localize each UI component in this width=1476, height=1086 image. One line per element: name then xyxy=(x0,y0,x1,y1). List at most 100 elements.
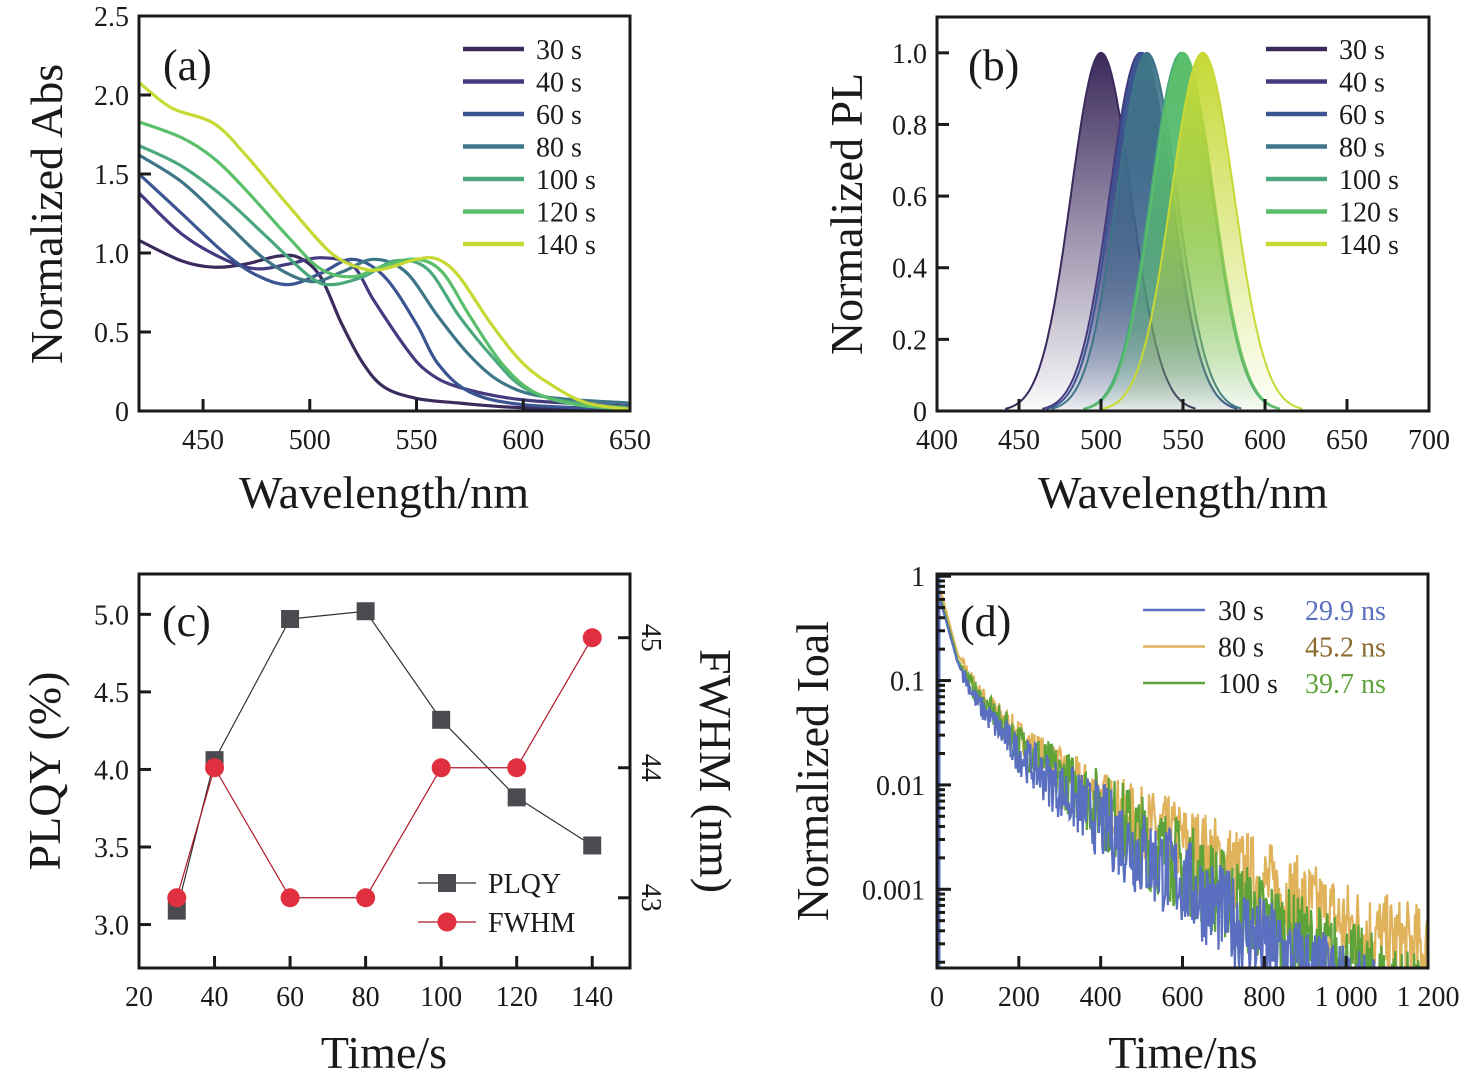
x-tick-label: 400 xyxy=(916,425,958,456)
y-tick-label-left: 3.0 xyxy=(94,911,129,942)
y-tick-label: 1.0 xyxy=(94,239,129,270)
x-tick-label: 550 xyxy=(1162,425,1204,456)
pl-fill-140s xyxy=(1102,52,1303,412)
panel-d-legend: 30 s 29.9 ns 80 s 45.2 ns 100 s 39.7 ns xyxy=(1143,596,1386,700)
legend-swatch-plqy-marker xyxy=(438,874,456,892)
x-tick-label: 400 xyxy=(1080,982,1122,1013)
legend-label: 40 s xyxy=(536,68,582,99)
x-tick-label: 650 xyxy=(1326,425,1368,456)
series-line-120s xyxy=(139,120,630,411)
legend-label: 120 s xyxy=(536,198,596,229)
panel-b-label: (b) xyxy=(968,41,1019,90)
panel-d-xlabel: Time/ns xyxy=(1108,1027,1257,1078)
y-tick-label: 0.4 xyxy=(892,254,927,285)
panel-d-plot-area xyxy=(938,576,1428,968)
fwhm-marker xyxy=(507,758,527,778)
fwhm-marker xyxy=(167,888,187,908)
panel-b-plot-area xyxy=(1004,51,1303,412)
x-tick-label: 1 000 xyxy=(1315,982,1378,1013)
legend-lifetime: 45.2 ns xyxy=(1305,633,1386,664)
panel-c-plot-area xyxy=(167,602,602,920)
y-tick-label: 0.01 xyxy=(876,771,925,802)
legend-swatch-fwhm-marker xyxy=(437,912,457,932)
panel-d-axes: 0 200 400 600 800 1 000 1 200 1 0.1 0.01 0.001 xyxy=(862,562,1460,1013)
x-tick-label: 600 xyxy=(502,425,544,456)
legend-label: 60 s xyxy=(1339,100,1385,131)
panel-b-axes: 400 450 500 550 600 650 700 0 0.2 0.4 0.6 0.8 1.0 xyxy=(892,15,1450,456)
fwhm-line xyxy=(176,637,593,899)
legend-label: 40 s xyxy=(1339,68,1385,99)
panel-c-legend: PLQY FWHM xyxy=(418,869,575,939)
y-tick-label-left: 4.5 xyxy=(94,678,129,709)
y-tick-label: 0.2 xyxy=(892,325,927,356)
fwhm-marker xyxy=(431,758,451,778)
panel-a-abs-spectra: 450 500 550 600 650 0 0.5 1.0 1.5 2.0 2.5 (a) Wave… xyxy=(21,2,651,518)
x-tick-label: 40 xyxy=(201,982,229,1013)
series-line-80s xyxy=(139,153,630,405)
y-tick-label: 2.5 xyxy=(94,2,129,33)
x-tick-label: 60 xyxy=(276,982,304,1013)
x-tick-label: 600 xyxy=(1244,425,1286,456)
y-tick-label-right: 45 xyxy=(635,624,666,652)
panel-c-ylabel-right: FWHM (nm) xyxy=(690,649,741,893)
panel-a-label: (a) xyxy=(163,41,212,90)
plqy-marker xyxy=(432,710,451,729)
x-tick-label: 450 xyxy=(182,425,224,456)
fwhm-marker xyxy=(280,888,300,908)
fwhm-marker xyxy=(356,888,376,908)
legend-label: 30 s xyxy=(1339,35,1385,66)
panel-a-ylabel: Normalized Abs xyxy=(21,64,72,364)
legend-label: 80 s xyxy=(1339,133,1385,164)
y-tick-label: 0.001 xyxy=(862,875,925,906)
x-tick-label: 100 xyxy=(420,982,462,1013)
legend-lifetime: 29.9 ns xyxy=(1305,596,1386,627)
legend-label: 120 s xyxy=(1339,198,1399,229)
x-tick-label: 550 xyxy=(396,425,438,456)
x-tick-label: 120 xyxy=(496,982,538,1013)
y-tick-label: 0.6 xyxy=(892,182,927,213)
y-tick-label: 2.0 xyxy=(94,81,129,112)
x-tick-label: 0 xyxy=(930,982,944,1013)
legend-label: 140 s xyxy=(536,230,596,261)
legend-label-fwhm: FWHM xyxy=(488,908,575,939)
y-tick-label-left: 5.0 xyxy=(94,600,129,631)
panel-c-xlabel: Time/s xyxy=(321,1027,447,1078)
x-tick-label: 600 xyxy=(1162,982,1204,1013)
fwhm-marker xyxy=(205,758,225,778)
decay-line-80s xyxy=(939,590,1428,968)
x-tick-label: 20 xyxy=(125,982,153,1013)
y-tick-label-left: 4.0 xyxy=(94,755,129,786)
panel-b-ylabel: Normalized PL xyxy=(821,73,872,355)
y-tick-label: 0.1 xyxy=(890,667,925,698)
panel-b-xlabel: Wavelength/nm xyxy=(1038,467,1328,518)
fwhm-marker xyxy=(582,628,602,648)
plqy-marker xyxy=(281,609,300,628)
y-tick-label: 0 xyxy=(115,397,129,428)
panel-a-plot-area xyxy=(139,81,630,411)
series-line-140s xyxy=(139,81,630,411)
legend-label-plqy: PLQY xyxy=(488,869,561,900)
plqy-marker xyxy=(356,602,375,621)
series-line-40s xyxy=(139,191,630,408)
y-tick-label-right: 44 xyxy=(635,754,666,782)
x-tick-label: 700 xyxy=(1408,425,1450,456)
legend-label: 60 s xyxy=(536,100,582,131)
panel-d-ylabel: Normalized Ioal xyxy=(787,621,838,921)
legend-label: 100 s xyxy=(536,165,596,196)
x-tick-label: 80 xyxy=(352,982,380,1013)
pl-line-140s xyxy=(1102,51,1303,410)
panel-d-label: (d) xyxy=(960,597,1011,646)
x-tick-label: 450 xyxy=(998,425,1040,456)
series-line-30s xyxy=(139,238,630,411)
plqy-marker xyxy=(583,836,602,855)
panel-a-frame xyxy=(137,14,632,413)
legend-label: 100 s xyxy=(1339,165,1399,196)
legend-lifetime: 39.7 ns xyxy=(1305,669,1386,700)
y-tick-label-right: 43 xyxy=(635,884,666,912)
legend-label: 30 s xyxy=(1218,596,1264,627)
panel-c-frame xyxy=(137,572,632,970)
legend-label: 80 s xyxy=(536,133,582,164)
